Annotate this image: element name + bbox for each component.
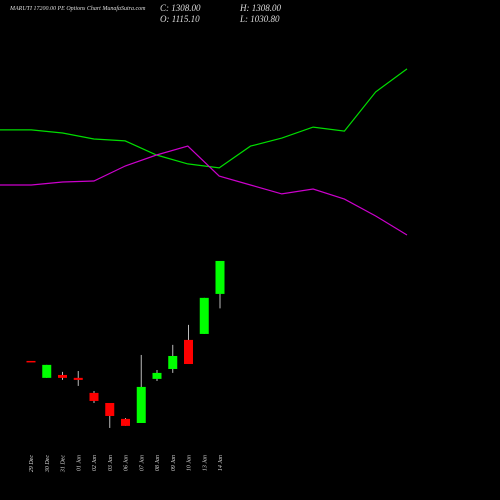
candle-body [26,360,36,363]
x-tick-label: 02 Jan [92,455,98,471]
x-tick-label: 07 Jan [139,455,145,471]
open-label: O: 1115.10 [160,14,200,24]
low-label: L: 1030.80 [239,14,280,24]
x-tick-label: 29 Dec [29,455,35,472]
x-tick-label: 31 Dec [61,455,67,473]
x-tick-label: 09 Jan [171,455,177,471]
candle-body [168,355,178,369]
indicator-line [0,68,408,169]
x-tick-label: 14 Jan [217,455,224,471]
candle-body [105,402,115,416]
candle-body [199,297,209,334]
x-tick-label: 13 Jan [202,455,208,471]
candle-body [89,392,99,401]
candle-body [58,374,67,378]
x-tick-label: 08 Jan [155,455,161,471]
candle-body [42,364,52,378]
candle-body [152,372,162,379]
candle-body [215,260,225,294]
high-label: H: 1308.00 [239,3,281,13]
candle-body [121,418,130,426]
candle-body [73,377,83,380]
x-tick-label: 06 Jan [124,455,130,471]
indicator-line [0,145,408,236]
close-label: C: 1308.00 [160,3,201,13]
x-tick-label: 03 Jan [108,455,114,471]
chart-title: MARUTI 17200.00 PE Options Chart MunafaS… [9,5,146,12]
x-tick-label: 01 Jan [76,455,82,471]
candle-body [136,386,146,423]
x-tick-label: 10 Jan [187,455,193,471]
candle-body [184,339,193,365]
x-tick-label: 30 Dec [45,455,51,473]
